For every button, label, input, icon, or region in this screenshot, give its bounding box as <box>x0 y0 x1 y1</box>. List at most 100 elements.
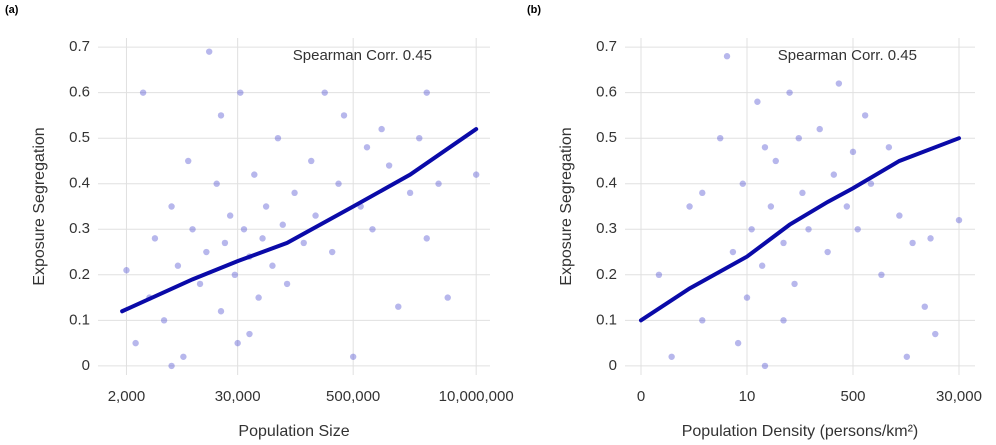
annotation: Spearman Corr. 0.45 <box>293 47 432 64</box>
y-tick-label: 0.4 <box>596 175 617 192</box>
point <box>363 144 371 151</box>
point <box>861 112 869 119</box>
y-tick-label: 0.1 <box>69 311 90 328</box>
point <box>196 280 204 288</box>
y-axis-label: Exposure Segregation <box>558 127 575 285</box>
x-tick-label: 30,000 <box>936 388 982 405</box>
point <box>435 180 442 187</box>
x-tick-label: 2,000 <box>108 388 146 405</box>
point <box>160 317 168 324</box>
point <box>416 134 423 142</box>
point <box>283 280 291 288</box>
point <box>237 89 244 96</box>
point <box>251 171 258 178</box>
point <box>262 203 270 210</box>
point <box>205 48 213 55</box>
x-tick-label: 30,000 <box>215 388 261 405</box>
point <box>349 353 357 360</box>
point <box>854 226 861 233</box>
point <box>189 226 196 233</box>
point <box>743 294 751 301</box>
y-tick-label: 0.7 <box>69 38 90 55</box>
point <box>369 226 376 233</box>
point <box>335 180 342 187</box>
point <box>255 294 262 301</box>
point <box>168 203 175 210</box>
point <box>723 53 731 60</box>
point <box>269 262 276 269</box>
panel-label: (b) <box>527 4 541 16</box>
point <box>423 235 430 242</box>
point <box>754 98 761 105</box>
point <box>174 262 182 269</box>
point <box>824 248 831 256</box>
point <box>308 157 315 165</box>
y-tick-label: 0.2 <box>596 266 617 283</box>
point <box>816 125 823 133</box>
point <box>878 271 885 279</box>
point <box>772 157 779 165</box>
point <box>291 189 298 197</box>
point <box>830 171 838 178</box>
point <box>805 226 812 233</box>
point <box>406 189 414 197</box>
point <box>699 317 706 324</box>
x-tick-label: 500 <box>840 388 865 405</box>
point <box>786 89 793 96</box>
point <box>739 180 746 187</box>
point <box>312 212 319 219</box>
panel-label: (a) <box>5 4 19 16</box>
point <box>259 235 266 242</box>
point <box>780 317 787 324</box>
point <box>843 203 851 210</box>
point <box>321 89 328 96</box>
point <box>780 239 787 247</box>
y-tick-label: 0.6 <box>69 84 90 101</box>
point <box>234 339 241 347</box>
y-tick-label: 0.3 <box>596 220 617 237</box>
point <box>300 239 307 247</box>
point <box>761 362 769 370</box>
panel: (a) 0 0.1 0.2 0.3 0.4 0.5 0.6 0.7 2,000 30,000 500,… <box>5 4 514 440</box>
point <box>903 353 911 360</box>
point <box>748 226 755 233</box>
point <box>795 134 802 142</box>
point <box>699 189 706 197</box>
y-tick-label: 0.6 <box>596 84 617 101</box>
point <box>217 308 225 315</box>
point <box>717 134 724 142</box>
point <box>761 144 769 151</box>
point <box>909 239 916 247</box>
point <box>378 125 385 133</box>
point <box>867 180 875 187</box>
point <box>767 203 775 210</box>
point <box>279 221 286 228</box>
point <box>655 271 663 279</box>
point <box>835 80 843 87</box>
point <box>203 248 210 256</box>
y-tick-label: 0 <box>82 357 90 374</box>
point <box>734 339 742 347</box>
point <box>385 162 393 169</box>
point <box>395 303 402 310</box>
trend-line <box>120 127 479 314</box>
point <box>123 267 130 274</box>
x-tick-label: 10,000,000 <box>439 388 514 405</box>
trend-line <box>639 136 961 323</box>
point <box>423 89 430 96</box>
x-tick-label: 10 <box>739 388 756 405</box>
annotation: Spearman Corr. 0.45 <box>778 47 917 64</box>
point <box>686 203 693 210</box>
y-tick-label: 0.7 <box>596 38 617 55</box>
x-axis-label: Population Size <box>238 423 349 440</box>
y-tick-label: 0.2 <box>69 266 90 283</box>
point <box>213 180 220 187</box>
x-axis-label: Population Density (persons/km²) <box>682 423 919 440</box>
y-tick-label: 0.5 <box>596 129 617 146</box>
point <box>221 239 229 247</box>
point <box>896 212 903 219</box>
point <box>932 330 939 338</box>
point <box>668 353 675 360</box>
point <box>791 280 798 288</box>
point <box>444 294 451 301</box>
